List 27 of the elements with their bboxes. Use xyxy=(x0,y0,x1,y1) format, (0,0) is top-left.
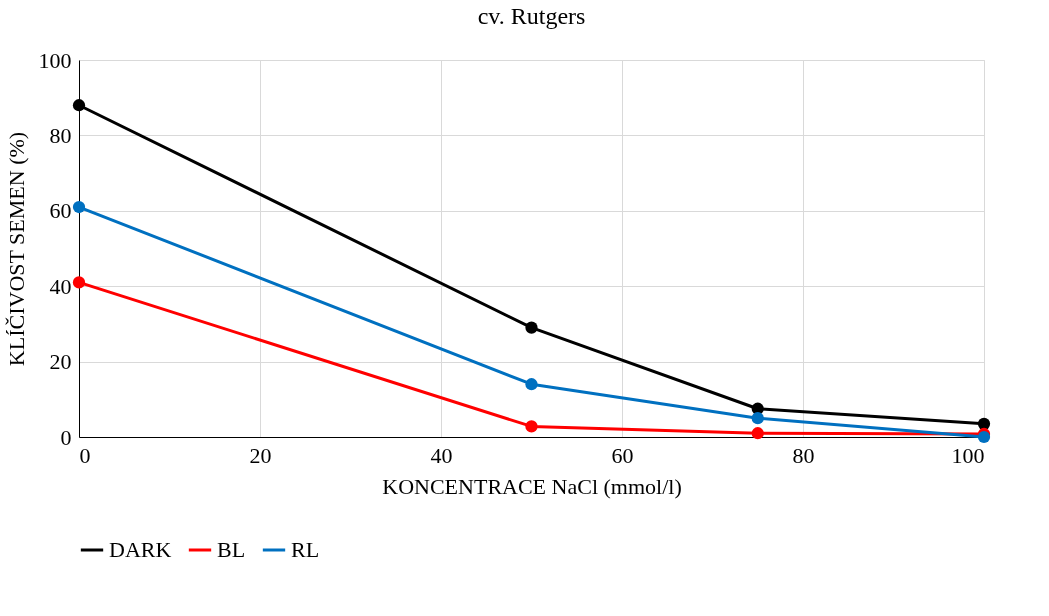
y-axis-title: KLÍČIVOST SEMEN (%) xyxy=(3,131,29,367)
y-tick-label: 40 xyxy=(49,273,72,299)
y-tick-label: 20 xyxy=(49,349,72,375)
point xyxy=(751,427,764,440)
x-tick-label: 40 xyxy=(430,442,453,468)
legend-label: RL xyxy=(291,537,320,562)
point xyxy=(72,200,86,214)
point xyxy=(751,412,764,425)
x-tick-label: 20 xyxy=(249,442,272,468)
x-tick-label: 60 xyxy=(611,442,634,468)
legend-label: DARK xyxy=(109,537,172,562)
x-tick-label: 80 xyxy=(792,442,815,468)
point xyxy=(525,321,538,334)
point xyxy=(72,99,86,112)
legend-label: BL xyxy=(217,537,246,562)
y-tick-label: 60 xyxy=(49,198,72,224)
x-axis-title: KONCENTRACE NaCl (mmol/l) xyxy=(382,473,682,499)
x-tick-label: 0 xyxy=(79,442,91,468)
chart-title: cv. Rutgers xyxy=(477,3,586,29)
y-tick-label: 80 xyxy=(49,122,72,148)
point xyxy=(525,378,538,391)
point xyxy=(977,417,991,430)
x-tick-label: 100 xyxy=(951,442,985,468)
point xyxy=(525,420,538,433)
y-tick-label: 0 xyxy=(60,424,72,450)
point xyxy=(72,276,86,289)
y-tick-label: 100 xyxy=(38,47,72,73)
